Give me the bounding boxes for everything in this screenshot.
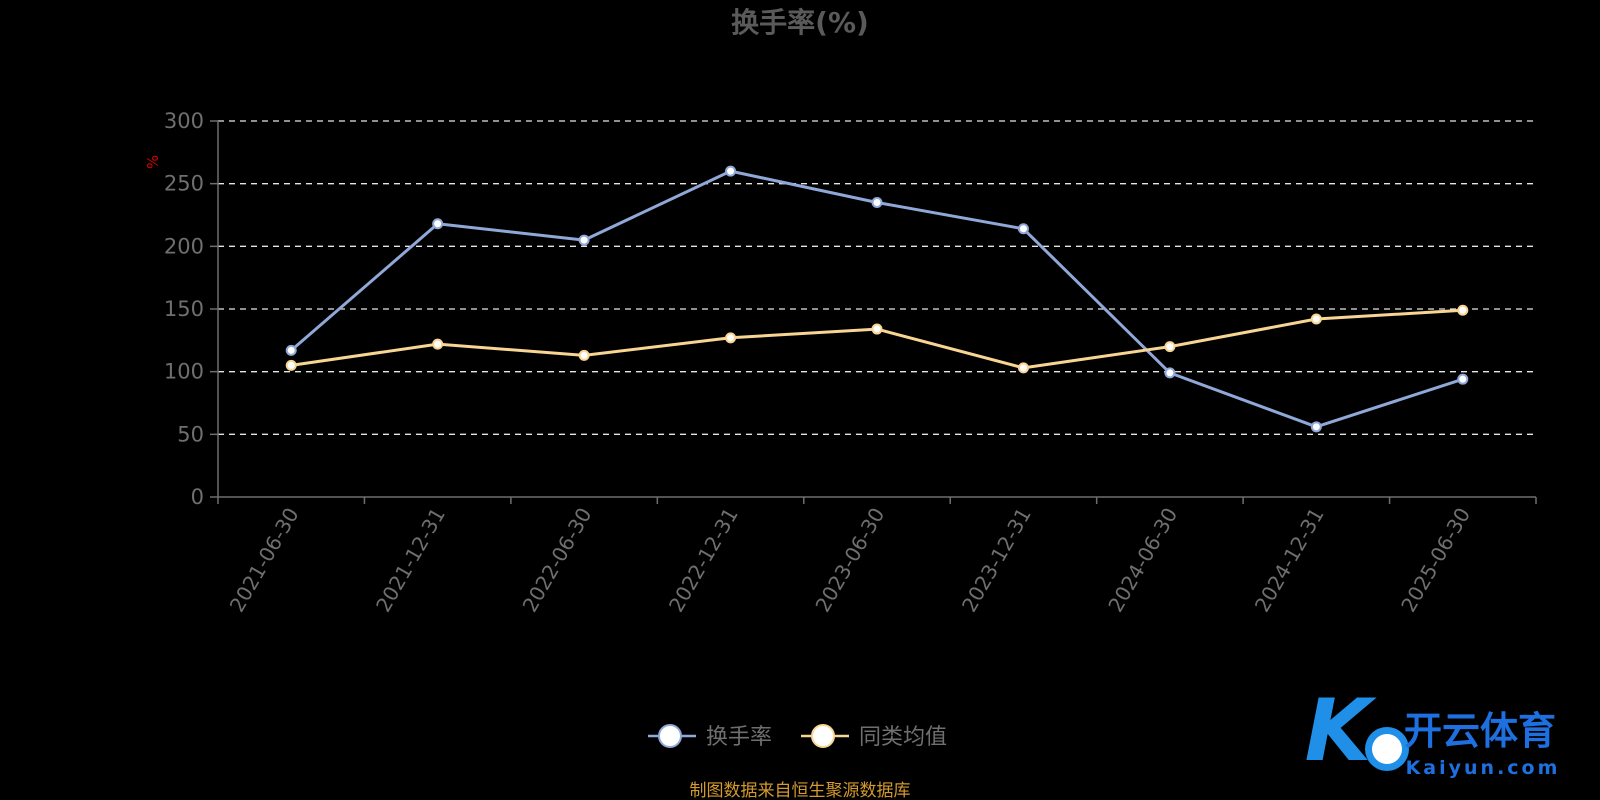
data-point[interactable] (1457, 373, 1469, 385)
x-tick-label: 2022-06-30 (518, 504, 597, 617)
axes: 0 50 100 150 200 250 300 2021-06-30 2021-12-31 20… (164, 109, 1537, 617)
x-tick-label: 2024-12-31 (1250, 504, 1329, 617)
legend-marker[interactable] (811, 724, 835, 748)
data-point[interactable] (1457, 304, 1469, 316)
logo-name: 开云体育 (1404, 709, 1556, 753)
data-point[interactable] (432, 338, 444, 350)
kaiyun-logo: K 开云体育 Kaiyun.com (1305, 681, 1561, 781)
x-tick-label: 2024-06-30 (1103, 504, 1182, 617)
y-unit-label: % (144, 155, 162, 169)
legend-label[interactable]: 同类均值 (859, 725, 947, 750)
x-tick-label: 2021-06-30 (225, 504, 304, 617)
y-tick-label: 300 (164, 109, 204, 133)
data-point[interactable] (578, 349, 590, 361)
source-note: 制图数据来自恒生聚源数据库 (690, 781, 911, 800)
series-lines (285, 165, 1469, 433)
y-tick-label: 50 (177, 422, 204, 446)
y-tick-label: 200 (164, 234, 204, 258)
legend-label[interactable]: 换手率 (706, 725, 772, 750)
logo-domain: Kaiyun.com (1406, 757, 1561, 779)
data-point[interactable] (432, 218, 444, 230)
data-point[interactable] (285, 359, 297, 371)
data-point[interactable] (285, 344, 297, 356)
y-tick-label: 250 (164, 172, 204, 196)
logo-mark: K (1305, 681, 1377, 781)
x-tick-label: 2025-06-30 (1396, 504, 1475, 617)
y-tick-label: 100 (164, 360, 204, 384)
data-point[interactable] (725, 165, 737, 177)
chart-title: 换手率(%) (731, 6, 869, 39)
data-point[interactable] (1310, 313, 1322, 325)
data-point[interactable] (1017, 223, 1029, 235)
legend: 换手率 同类均值 (648, 724, 947, 750)
y-tick-label: 0 (191, 485, 204, 509)
data-point[interactable] (578, 234, 590, 246)
data-point[interactable] (871, 323, 883, 335)
data-point[interactable] (1017, 362, 1029, 374)
data-point[interactable] (1164, 341, 1176, 353)
series-line (290, 169, 1464, 429)
x-tick-label: 2021-12-31 (371, 503, 450, 616)
data-point[interactable] (725, 332, 737, 344)
ball-inner-icon (1372, 734, 1402, 764)
x-tick-label: 2022-12-31 (664, 504, 743, 617)
data-point[interactable] (871, 196, 883, 208)
data-point[interactable] (1310, 421, 1322, 433)
data-point[interactable] (1164, 367, 1176, 379)
x-tick-label: 2023-06-30 (810, 504, 889, 617)
series-line (290, 308, 1463, 370)
y-tick-label: 150 (164, 297, 204, 321)
x-tick-label: 2023-12-31 (957, 504, 1036, 617)
legend-marker[interactable] (658, 724, 682, 748)
grid-lines (218, 120, 1536, 435)
